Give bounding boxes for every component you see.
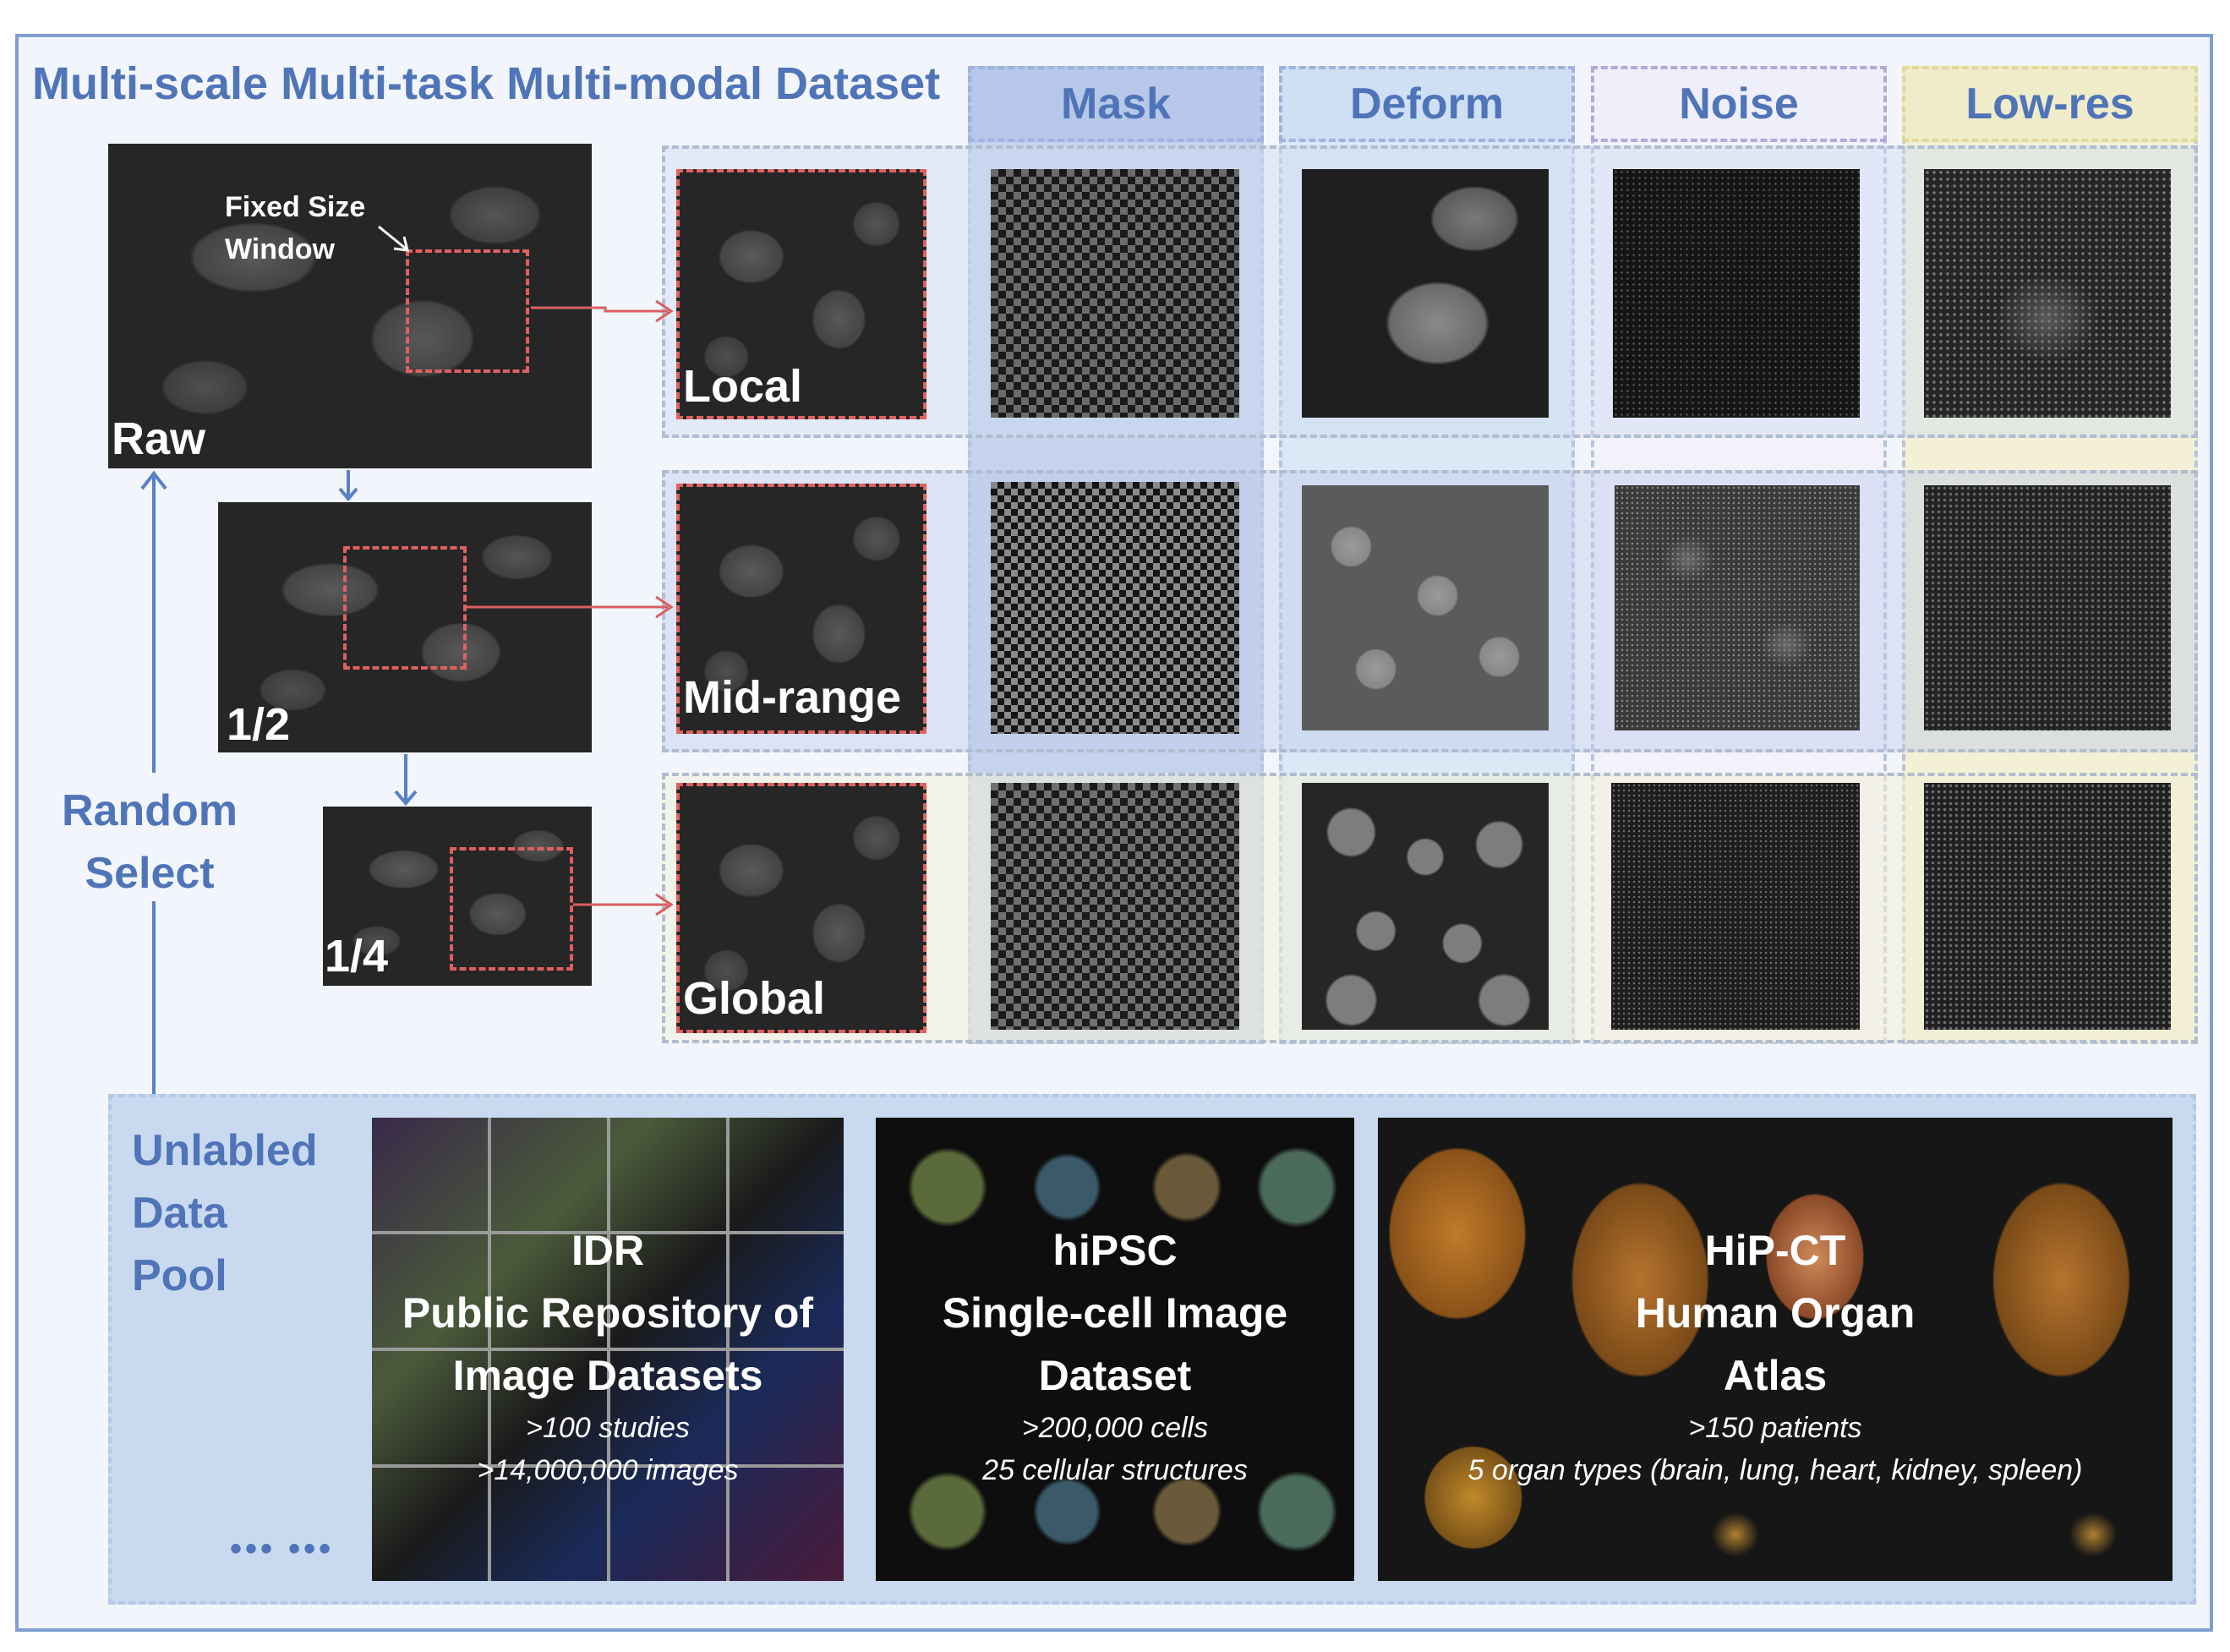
- idr-text: IDR Public Repository of Image Datasets …: [372, 1219, 844, 1491]
- idr-line3: Image Datasets: [452, 1352, 763, 1399]
- global-label: Global: [683, 973, 826, 1024]
- lowres-mid-image: [1924, 485, 2171, 730]
- data-pool-line1: Unlabled: [132, 1126, 318, 1175]
- noise-global-image: [1611, 783, 1860, 1030]
- lowres-global-image: [1924, 783, 2171, 1030]
- global-crop-border: [676, 783, 926, 1033]
- raw-to-local-connector: [531, 306, 668, 313]
- quarter-label: 1/4: [325, 931, 389, 982]
- hipsc-stat1: >200,000 cells: [1021, 1412, 1209, 1444]
- mask-mid-image: [991, 482, 1239, 734]
- random-select-line2: Select: [85, 849, 215, 898]
- half-scale-image: 1/2: [218, 502, 592, 752]
- quarter-window-box: [450, 847, 573, 971]
- idr-stat1: >100 studies: [526, 1412, 690, 1444]
- figure-title: Multi-scale Multi-task Multi-modal Datas…: [32, 58, 941, 109]
- data-pool-line3: Pool: [132, 1251, 227, 1300]
- lowres-local-image: [1924, 169, 2171, 418]
- idr-line1: IDR: [571, 1227, 645, 1274]
- random-select-arrowhead: [140, 470, 167, 490]
- idr-stat2: >14,000,000 images: [477, 1454, 739, 1486]
- hipct-text: HiP-CT Human Organ Atlas >150 patients 5…: [1378, 1219, 2173, 1491]
- global-crop: Global: [676, 783, 926, 1033]
- noise-local-image: [1613, 169, 1860, 418]
- mid-crop-border: [676, 484, 926, 734]
- half-label: 1/2: [227, 699, 291, 750]
- local-crop-border: [676, 169, 926, 419]
- idr-line2: Public Repository of: [402, 1289, 814, 1337]
- local-label: Local: [683, 361, 803, 412]
- fixed-window-box: [406, 249, 529, 373]
- window-label-line2: Window: [225, 233, 335, 265]
- hipct-line1: HiP-CT: [1704, 1227, 1846, 1274]
- raw-to-half-arrowhead: [338, 487, 358, 502]
- lowres-column-header: Low-res: [1902, 66, 2198, 142]
- hipsc-dataset-image: hiPSC Single-cell Image Dataset >200,000…: [876, 1118, 1354, 1581]
- window-label: Fixed Size Window: [225, 186, 365, 271]
- deform-local-image: [1302, 169, 1549, 418]
- idr-dataset-image: IDR Public Repository of Image Datasets …: [372, 1118, 844, 1581]
- noise-mid-image: [1615, 485, 1860, 730]
- pool-ellipsis: ••• •••: [230, 1530, 335, 1567]
- half-to-quarter-arrowhead: [394, 790, 418, 807]
- mid-crop: Mid-range: [676, 484, 926, 734]
- deform-mid-image: [1302, 485, 1549, 730]
- raw-label: Raw: [112, 413, 206, 464]
- mid-label: Mid-range: [683, 672, 902, 723]
- hipct-line3: Atlas: [1723, 1352, 1828, 1399]
- mask-global-image: [991, 783, 1239, 1030]
- hipct-stat1: >150 patients: [1688, 1412, 1862, 1444]
- noise-column-header: Noise: [1591, 66, 1887, 142]
- data-pool-label: Unlabled Data Pool: [132, 1119, 318, 1307]
- window-pointer-line: [378, 225, 407, 250]
- hipct-line2: Human Organ: [1635, 1289, 1916, 1337]
- window-pointer-arrowhead: [393, 236, 409, 252]
- hipsc-line1: hiPSC: [1052, 1227, 1178, 1274]
- hipsc-line3: Dataset: [1038, 1352, 1192, 1399]
- hipsc-text: hiPSC Single-cell Image Dataset >200,000…: [876, 1219, 1354, 1491]
- hipsc-line2: Single-cell Image: [942, 1289, 1288, 1337]
- mask-local-image: [991, 169, 1239, 418]
- data-pool-line2: Data: [132, 1189, 227, 1238]
- half-window-box: [343, 546, 467, 670]
- raw-to-local-arrowhead: [655, 299, 674, 323]
- deform-global-image: [1302, 783, 1549, 1030]
- hipct-dataset-image: HiP-CT Human Organ Atlas >150 patients 5…: [1378, 1118, 2173, 1581]
- half-to-mid-arrowhead: [655, 595, 674, 619]
- hipsc-stat2: 25 cellular structures: [982, 1454, 1248, 1486]
- window-label-line1: Fixed Size: [225, 191, 366, 223]
- quarter-to-global-arrowhead: [655, 893, 674, 916]
- deform-column-header: Deform: [1279, 66, 1575, 142]
- raw-image: Fixed Size Window Raw: [108, 144, 592, 468]
- mask-column-header: Mask: [968, 66, 1264, 142]
- random-select-line1: Random: [62, 786, 238, 835]
- local-crop: Local: [676, 169, 926, 419]
- hipct-stat2: 5 organ types (brain, lung, heart, kidne…: [1468, 1454, 2083, 1486]
- quarter-scale-image: 1/4: [323, 807, 592, 986]
- random-select-label: Random Select: [52, 780, 247, 905]
